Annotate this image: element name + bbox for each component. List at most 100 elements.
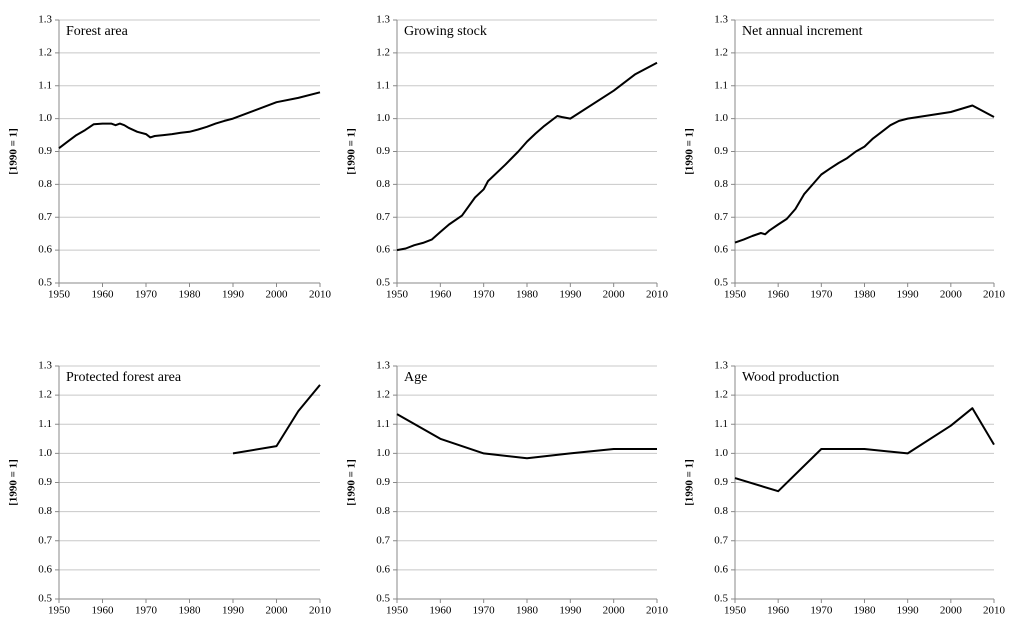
x-tick-label: 1960 (92, 605, 115, 617)
x-tick-label: 1990 (222, 289, 245, 301)
x-tick-label: 1990 (897, 605, 920, 617)
y-axis-label: [1990 = 1] (346, 128, 358, 175)
y-tick-label: 1.0 (38, 112, 52, 124)
y-tick-label: 1.2 (376, 389, 390, 401)
data-line (396, 61, 658, 252)
y-tick-label: 0.7 (38, 211, 52, 223)
y-tick-label: 1.2 (38, 46, 52, 58)
y-tick-label: 1.1 (376, 79, 390, 91)
y-tick-label: 0.6 (38, 244, 52, 256)
x-tick-label: 1990 (559, 605, 582, 617)
panel-title: Protected forest area (66, 370, 182, 385)
y-tick-label: 0.6 (376, 244, 390, 256)
y-tick-label: 1.3 (714, 14, 728, 26)
x-tick-label: 2000 (603, 605, 626, 617)
y-tick-label: 1.0 (714, 112, 728, 124)
x-tick-label: 1970 (135, 605, 158, 617)
x-tick-label: 1970 (135, 289, 158, 301)
x-tick-label: 1960 (767, 605, 790, 617)
y-tick-label: 0.9 (376, 476, 390, 488)
x-tick-label: 1990 (897, 289, 920, 301)
y-tick-label: 1.0 (376, 447, 390, 459)
x-tick-label: 1950 (386, 289, 409, 301)
x-tick-label: 1980 (179, 289, 202, 301)
y-tick-label: 0.8 (38, 178, 52, 190)
x-tick-label: 2000 (940, 289, 963, 301)
x-tick-label: 1970 (473, 289, 496, 301)
y-tick-label: 0.5 (714, 593, 728, 605)
y-tick-label: 0.9 (714, 476, 728, 488)
x-tick-label: 1960 (92, 289, 115, 301)
x-tick-label: 1970 (473, 605, 496, 617)
y-tick-label: 1.1 (714, 79, 728, 91)
x-tick-label: 2010 (983, 605, 1006, 617)
y-tick-label: 0.6 (38, 563, 52, 575)
x-tick-label: 2000 (266, 289, 289, 301)
x-tick-label: 2010 (646, 605, 669, 617)
y-tick-label: 0.7 (376, 534, 390, 546)
data-line (58, 91, 321, 149)
y-tick-label: 0.5 (38, 593, 52, 605)
y-tick-label: 0.6 (376, 563, 390, 575)
x-tick-label: 1990 (559, 289, 582, 301)
data-line (734, 104, 995, 244)
x-tick-label: 1980 (516, 605, 539, 617)
x-tick-label: 2000 (940, 605, 963, 617)
y-tick-label: 1.1 (38, 418, 52, 430)
y-tick-label: 1.2 (714, 46, 728, 58)
y-tick-label: 0.5 (714, 277, 728, 289)
x-tick-label: 1980 (854, 289, 877, 301)
y-axis-label: [1990 = 1] (684, 128, 696, 175)
y-tick-label: 1.1 (376, 418, 390, 430)
y-tick-label: 0.7 (376, 211, 390, 223)
panel-title: Growing stock (404, 24, 487, 39)
x-tick-label: 1950 (386, 605, 409, 617)
y-tick-label: 0.8 (38, 505, 52, 517)
x-tick-label: 2000 (266, 605, 289, 617)
y-tick-label: 0.7 (714, 211, 728, 223)
x-tick-label: 2010 (309, 605, 332, 617)
x-tick-label: 1950 (48, 289, 71, 301)
y-tick-label: 0.8 (376, 178, 390, 190)
y-axis-label: [1990 = 1] (8, 128, 20, 175)
y-tick-label: 1.0 (376, 112, 390, 124)
y-tick-label: 1.3 (376, 360, 390, 372)
y-tick-label: 0.7 (714, 534, 728, 546)
data-line (734, 407, 995, 493)
y-tick-label: 1.2 (38, 389, 52, 401)
x-tick-label: 2010 (646, 289, 669, 301)
x-tick-label: 1950 (48, 605, 71, 617)
panel-title: Forest area (66, 24, 129, 39)
y-tick-label: 0.5 (376, 277, 390, 289)
y-tick-label: 0.8 (714, 505, 728, 517)
x-tick-label: 1950 (724, 605, 747, 617)
y-tick-label: 0.8 (714, 178, 728, 190)
y-tick-label: 1.2 (376, 46, 390, 58)
panel-title: Age (404, 370, 427, 385)
x-tick-label: 1970 (810, 289, 833, 301)
x-tick-label: 1960 (429, 605, 452, 617)
x-tick-label: 2000 (603, 289, 626, 301)
y-tick-label: 1.0 (714, 447, 728, 459)
panel-title: Net annual increment (742, 24, 863, 39)
x-tick-label: 2010 (983, 289, 1006, 301)
y-tick-label: 1.3 (38, 14, 52, 26)
x-tick-label: 1980 (854, 605, 877, 617)
y-tick-label: 0.9 (38, 145, 52, 157)
y-tick-label: 0.5 (376, 593, 390, 605)
y-tick-label: 0.6 (714, 244, 728, 256)
y-tick-label: 1.1 (714, 418, 728, 430)
y-tick-label: 0.9 (376, 145, 390, 157)
y-axis-label: [1990 = 1] (684, 459, 696, 506)
x-tick-label: 1960 (429, 289, 452, 301)
panel-title: Wood production (742, 370, 839, 385)
y-tick-label: 1.3 (714, 360, 728, 372)
y-tick-label: 0.5 (38, 277, 52, 289)
y-tick-label: 0.9 (38, 476, 52, 488)
x-tick-label: 1980 (179, 605, 202, 617)
y-axis-label: [1990 = 1] (346, 459, 358, 506)
y-tick-label: 0.9 (714, 145, 728, 157)
data-line (396, 413, 657, 460)
